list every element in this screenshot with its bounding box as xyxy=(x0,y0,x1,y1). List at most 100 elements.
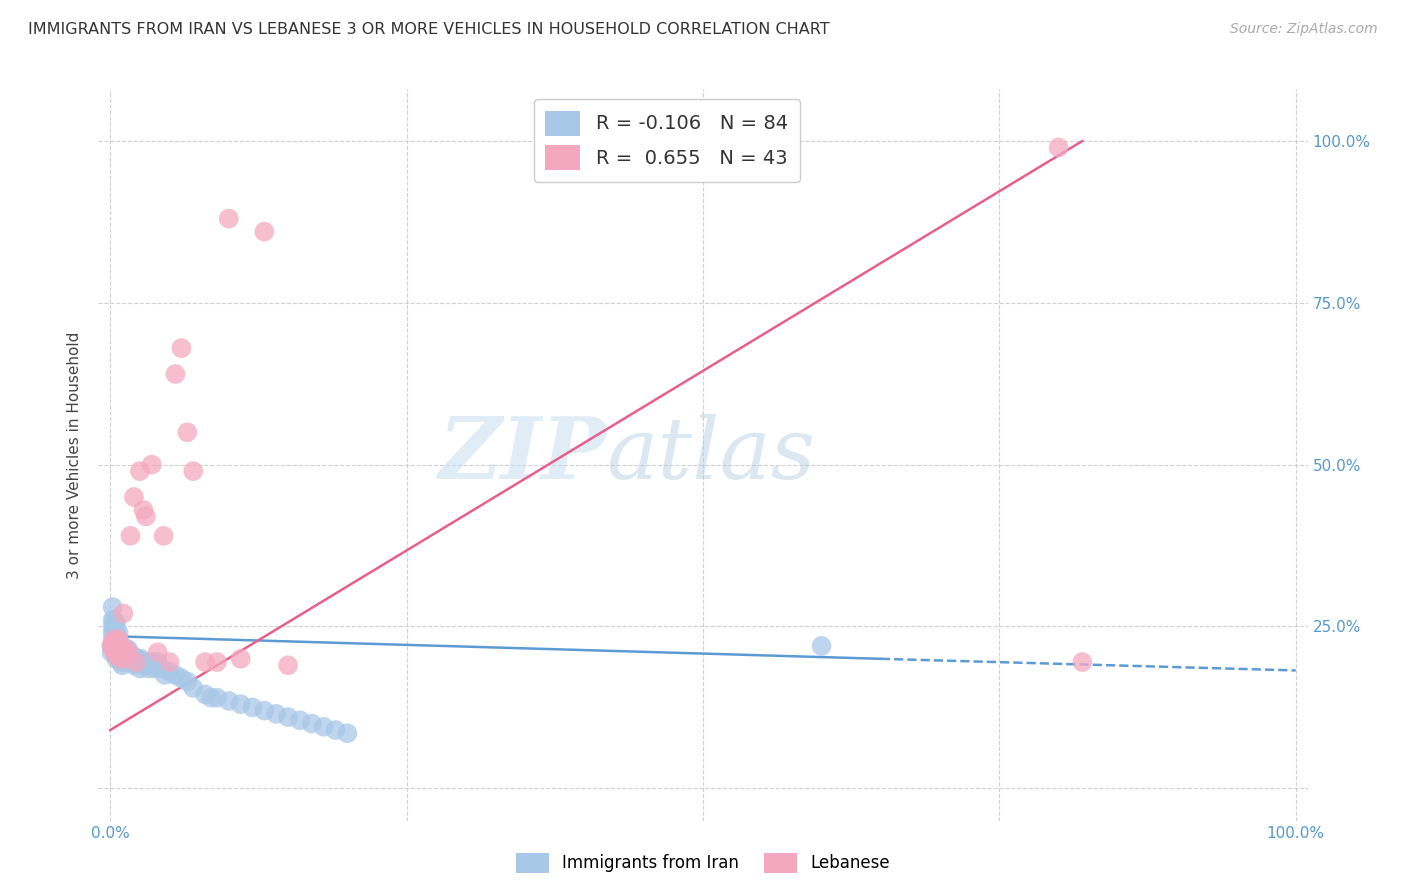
Point xyxy=(105,635,128,649)
Point xyxy=(104,629,127,643)
Point xyxy=(129,652,152,666)
Point xyxy=(107,635,129,649)
Point xyxy=(129,464,152,478)
Point xyxy=(143,661,166,675)
Point xyxy=(108,642,131,657)
Point xyxy=(107,635,129,649)
Point xyxy=(253,704,276,718)
Point xyxy=(118,652,141,666)
Point xyxy=(104,619,127,633)
Point xyxy=(176,425,198,440)
Point xyxy=(110,652,132,666)
Point xyxy=(103,635,125,649)
Point xyxy=(122,658,145,673)
Point xyxy=(124,655,146,669)
Text: Source: ZipAtlas.com: Source: ZipAtlas.com xyxy=(1230,22,1378,37)
Point xyxy=(103,623,125,637)
Point xyxy=(1071,655,1094,669)
Point xyxy=(159,665,181,679)
Point xyxy=(108,645,131,659)
Point xyxy=(229,697,252,711)
Point xyxy=(114,655,136,669)
Point xyxy=(242,700,264,714)
Point xyxy=(264,706,287,721)
Point xyxy=(114,652,136,666)
Point xyxy=(120,652,142,666)
Point xyxy=(135,509,157,524)
Point xyxy=(117,655,139,669)
Point xyxy=(205,655,228,669)
Point xyxy=(105,648,128,663)
Point xyxy=(104,639,127,653)
Point xyxy=(141,458,163,472)
Point xyxy=(101,639,124,653)
Point xyxy=(218,694,240,708)
Point xyxy=(122,490,145,504)
Point xyxy=(103,642,125,657)
Point xyxy=(104,645,127,659)
Point xyxy=(103,629,125,643)
Point xyxy=(127,652,149,666)
Point xyxy=(312,720,335,734)
Point xyxy=(325,723,347,737)
Point xyxy=(205,690,228,705)
Point xyxy=(336,726,359,740)
Point xyxy=(181,681,204,695)
Point xyxy=(136,661,159,675)
Point xyxy=(108,635,131,649)
Text: IMMIGRANTS FROM IRAN VS LEBANESE 3 OR MORE VEHICLES IN HOUSEHOLD CORRELATION CHA: IMMIGRANTS FROM IRAN VS LEBANESE 3 OR MO… xyxy=(28,22,830,37)
Legend: R = -0.106   N = 84, R =  0.655   N = 43: R = -0.106 N = 84, R = 0.655 N = 43 xyxy=(534,99,800,182)
Point xyxy=(103,632,125,647)
Point xyxy=(288,714,311,728)
Point xyxy=(105,648,128,663)
Point xyxy=(108,642,131,657)
Point xyxy=(132,503,155,517)
Point xyxy=(229,652,252,666)
Point xyxy=(100,639,122,653)
Point xyxy=(114,642,136,657)
Point xyxy=(112,607,135,621)
Point xyxy=(101,613,124,627)
Point xyxy=(105,642,128,657)
Point xyxy=(111,658,134,673)
Point xyxy=(120,529,142,543)
Point xyxy=(159,655,181,669)
Point xyxy=(110,639,132,653)
Point xyxy=(112,645,135,659)
Point xyxy=(176,674,198,689)
Point xyxy=(165,367,187,381)
Y-axis label: 3 or more Vehicles in Household: 3 or more Vehicles in Household xyxy=(67,331,83,579)
Point xyxy=(104,639,127,653)
Point xyxy=(105,626,128,640)
Point xyxy=(194,655,217,669)
Point xyxy=(110,655,132,669)
Point xyxy=(129,661,152,675)
Point xyxy=(105,639,128,653)
Point xyxy=(104,645,127,659)
Point xyxy=(114,652,136,666)
Point xyxy=(277,710,299,724)
Point xyxy=(121,648,143,663)
Point xyxy=(141,655,163,669)
Point xyxy=(170,671,193,685)
Text: ZIP: ZIP xyxy=(439,413,606,497)
Point xyxy=(117,645,139,659)
Point xyxy=(100,639,122,653)
Point xyxy=(105,652,128,666)
Text: atlas: atlas xyxy=(606,414,815,496)
Point xyxy=(105,642,128,657)
Point xyxy=(105,642,128,657)
Point xyxy=(105,639,128,653)
Legend: Immigrants from Iran, Lebanese: Immigrants from Iran, Lebanese xyxy=(509,847,897,880)
Point xyxy=(218,211,240,226)
Point xyxy=(1047,140,1070,154)
Point xyxy=(153,668,176,682)
Point xyxy=(165,668,187,682)
Point xyxy=(114,642,136,657)
Point xyxy=(132,655,155,669)
Point xyxy=(194,687,217,701)
Point xyxy=(101,626,124,640)
Point xyxy=(121,655,143,669)
Point xyxy=(103,613,125,627)
Point xyxy=(150,661,173,675)
